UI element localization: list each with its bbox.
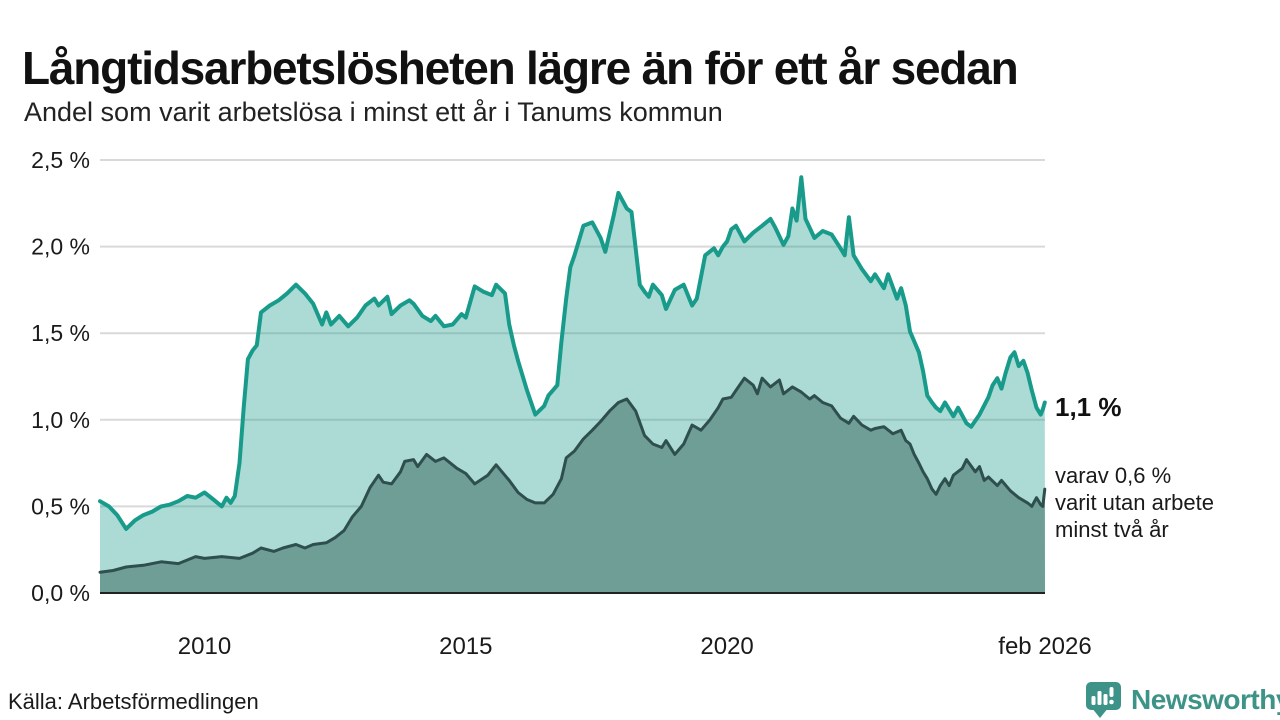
- chart-title: Långtidsarbetslösheten lägre än för ett …: [22, 41, 1019, 94]
- source-note: Källa: Arbetsförmedlingen: [8, 689, 259, 714]
- x-tick-label: 2010: [178, 633, 231, 660]
- area-minst-tva-ar: [100, 378, 1045, 593]
- y-tick-labels: 0,0 % 0,5 % 1,0 % 1,5 % 2,0 % 2,5 %: [31, 147, 90, 606]
- y-tick-label: 2,5 %: [31, 147, 90, 173]
- line-minst-tva-ar: [98, 376, 1047, 574]
- x-tick-label: 2015: [439, 633, 492, 660]
- newsworthy-logo-text: Newsworthy: [1131, 683, 1280, 715]
- latest-value-label: 1,1 %: [1055, 392, 1122, 422]
- y-tick-label: 0,5 %: [31, 493, 90, 519]
- chart-subtitle: Andel som varit arbetslösa i minst ett å…: [24, 97, 723, 127]
- secondary-value-label: varav 0,6 % varit utan arbete minst två …: [1055, 463, 1214, 542]
- x-tick-label: feb 2026: [998, 633, 1091, 660]
- x-tick-labels: 2010 2015 2020 feb 2026: [178, 633, 1092, 660]
- unemployment-area-chart: 0,0 %0,5 %1,0 %1,5 %2,0 %2,5 %2010 2015 20…: [31, 147, 1092, 660]
- x-tick-label: 2020: [700, 633, 753, 660]
- series-areas: [100, 177, 1045, 594]
- y-tick-label: 0,0 %: [31, 580, 90, 606]
- y-tick-label: 2,0 %: [31, 234, 90, 260]
- newsworthy-logo: Newsworthy: [1085, 681, 1280, 718]
- newsworthy-logo-icon: [1086, 682, 1121, 718]
- line-minst-ett-ar: [98, 175, 1047, 531]
- series-lines: [98, 175, 1047, 574]
- y-tick-label: 1,0 %: [31, 407, 90, 433]
- y-tick-label: 1,5 %: [31, 320, 90, 346]
